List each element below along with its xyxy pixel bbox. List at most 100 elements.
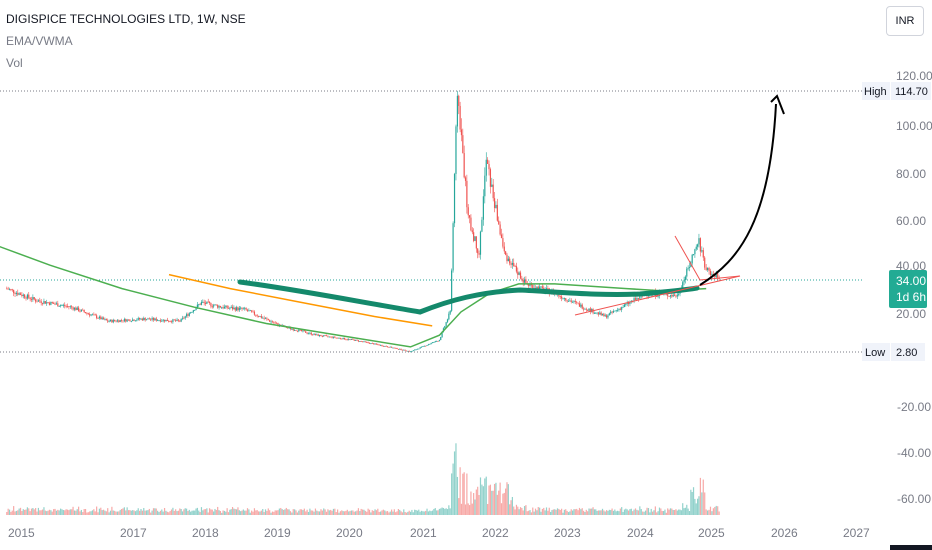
volume-bar	[679, 509, 681, 515]
volume-bar	[90, 511, 92, 515]
volume-bar	[190, 511, 192, 515]
time-tick: 2023	[554, 526, 581, 540]
candle-body	[241, 307, 243, 309]
volume-bar	[294, 509, 296, 515]
volume-bar	[574, 509, 576, 515]
volume-bar	[580, 509, 582, 515]
candle-body	[353, 339, 355, 341]
candle-body	[621, 307, 623, 310]
volume-bar	[54, 508, 56, 515]
volume-bar	[13, 506, 15, 515]
volume-bar	[203, 509, 205, 515]
volume-bar	[506, 482, 508, 515]
volume-bar	[442, 507, 445, 515]
candle-body	[455, 126, 457, 174]
volume-bar	[240, 511, 242, 515]
volume-bar	[321, 510, 323, 515]
trendline-drawing[interactable]	[237, 279, 700, 315]
volume-bar	[87, 512, 89, 515]
candle-body	[409, 351, 412, 353]
candle-body	[388, 346, 390, 348]
volume-bar	[525, 505, 527, 515]
candle-body	[627, 302, 630, 305]
currency-button[interactable]: INR	[886, 6, 924, 36]
time-tick: 2022	[482, 526, 509, 540]
candle-body	[403, 349, 405, 351]
candle-body	[517, 271, 519, 275]
candle-body	[112, 319, 114, 323]
support-line-drawing[interactable]	[574, 275, 741, 316]
volume-bar	[507, 484, 509, 515]
candle-body	[114, 319, 116, 321]
indicator-ema-vwma[interactable]: EMA/VWMA	[6, 34, 73, 48]
candle-body	[14, 293, 16, 294]
indicator-volume[interactable]: Vol	[6, 56, 23, 70]
volume-bar	[231, 507, 234, 515]
volume-bar	[282, 509, 285, 515]
volume-bar	[223, 510, 226, 515]
candle-body	[256, 315, 258, 317]
volume-bar	[274, 510, 276, 515]
volume-bar	[650, 508, 652, 515]
volume-bar	[352, 510, 354, 515]
candle-body	[217, 305, 219, 308]
volume-bar	[552, 509, 554, 515]
volume-bar	[600, 510, 602, 515]
volume-bar	[133, 510, 135, 515]
volume-bar	[361, 509, 364, 515]
volume-bar	[463, 472, 465, 515]
volume-bar	[307, 511, 310, 515]
candle-body	[251, 310, 253, 312]
symbol-title[interactable]: DIGISPICE TECHNOLOGIES LTD, 1W, NSE	[6, 12, 246, 26]
candle-body	[678, 293, 680, 295]
candle-body	[399, 348, 401, 350]
candle-body	[715, 273, 717, 278]
scrollbar-handle[interactable]	[890, 545, 932, 550]
candle-body	[306, 332, 308, 334]
volume-bar	[233, 508, 235, 515]
volume-bar	[688, 511, 691, 515]
volume-bar	[266, 510, 268, 515]
candle-body	[449, 310, 451, 314]
triangle-drawing[interactable]	[674, 235, 741, 281]
volume-bar	[332, 508, 335, 515]
candle-body	[672, 294, 674, 297]
volume-bar	[548, 507, 550, 515]
volume-bar	[709, 506, 712, 515]
volume-bar	[478, 494, 480, 515]
volume-bar	[207, 512, 209, 515]
candle-body	[10, 289, 12, 290]
volume-bar	[58, 510, 60, 515]
volume-bar	[455, 443, 457, 515]
candle-body	[440, 337, 442, 341]
volume-bar	[288, 509, 290, 515]
candle-body	[244, 307, 246, 309]
arrow-drawing[interactable]	[699, 94, 785, 286]
candle-body	[236, 307, 238, 311]
price-axis[interactable]: 120.00 100.00 80.00 60.00 40.00 20.00	[896, 69, 932, 321]
volume-bar	[630, 508, 632, 515]
volume-bar	[270, 512, 272, 515]
candle-body	[28, 294, 30, 298]
time-axis[interactable]: 2015 2017 2018 2019 2020 2021 2022 2023 …	[8, 526, 870, 540]
volume-bar	[577, 510, 579, 515]
volume-bar	[125, 510, 127, 515]
volume-bar	[180, 509, 182, 515]
volume-bar	[547, 510, 549, 515]
candle-body	[79, 311, 81, 312]
volume-bar	[495, 482, 497, 515]
candle-body	[477, 248, 479, 254]
volume-bar	[518, 509, 520, 515]
volume-tick: -20.00	[897, 400, 931, 414]
volume-bar	[64, 510, 66, 515]
volume-bar	[551, 510, 553, 515]
volume-bar	[415, 510, 417, 515]
volume-bar	[705, 509, 707, 515]
candle-body	[140, 318, 142, 320]
candle-body	[225, 305, 227, 307]
volume-bar	[399, 509, 401, 515]
candle-body	[614, 310, 616, 312]
volume-axis[interactable]: -20.00 -40.00 -60.00	[897, 400, 931, 506]
candle-body	[143, 317, 145, 321]
